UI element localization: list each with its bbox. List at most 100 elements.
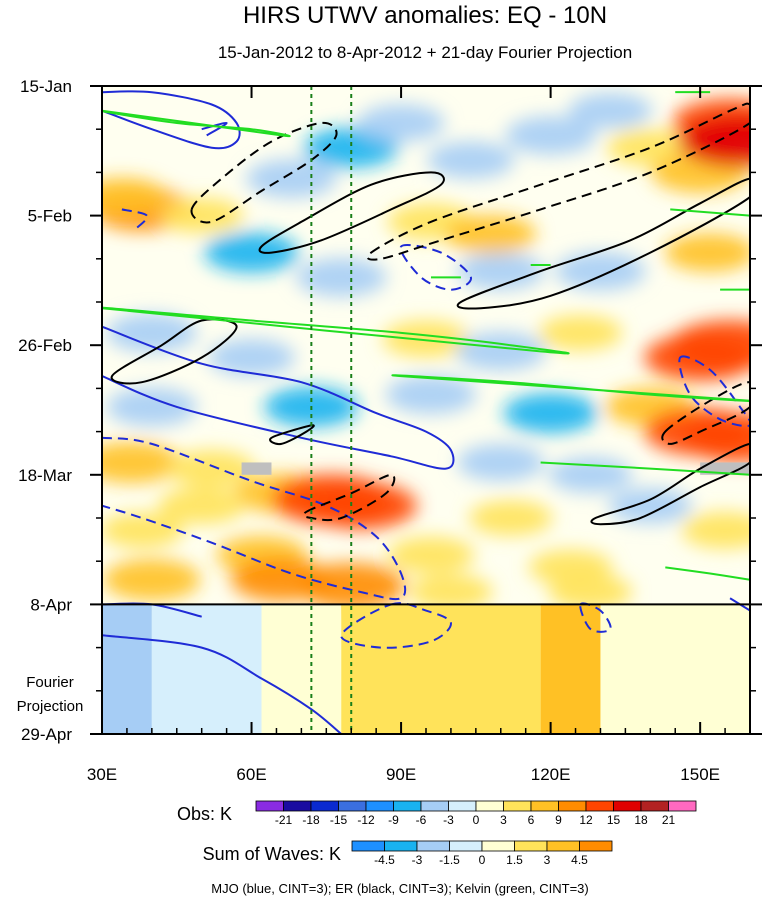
- obs-colorbar-box-9: [503, 800, 532, 812]
- anomaly-blob-53: [548, 574, 633, 610]
- anomaly-field: [102, 92, 750, 610]
- mjo-contour-7: [678, 355, 750, 428]
- mjo-contour-0: [102, 90, 241, 150]
- fourier-projection-field: [102, 604, 750, 734]
- er-contour-12: [190, 121, 338, 224]
- projection-band-4: [540, 604, 601, 734]
- kelvin-contour-26: [665, 566, 750, 581]
- obs-colorbar-box-3: [338, 800, 367, 812]
- waves-colorbar-label-5: 3: [544, 853, 551, 867]
- er-contour-13: [258, 171, 445, 254]
- obs-colorbar-box-8: [475, 800, 504, 812]
- er-contour-16: [110, 318, 238, 385]
- projection-label-line2: Projection: [17, 698, 84, 715]
- x-tick-label-1: 60E: [236, 765, 266, 784]
- obs-colorbar-box-5: [393, 800, 422, 812]
- anomaly-blob-45: [102, 512, 184, 549]
- anomaly-blob-14: [295, 258, 387, 297]
- obs-colorbar-label-0: -21: [275, 813, 293, 827]
- mjo-contour-5: [399, 243, 472, 291]
- anomaly-blob-6: [427, 141, 515, 179]
- er-contour-17: [269, 424, 315, 446]
- obs-colorbar-box-4: [365, 800, 394, 812]
- waves-colorbar-box-2: [416, 840, 450, 852]
- anomaly-blob-47: [387, 536, 475, 574]
- anomaly-blob-20: [106, 313, 198, 353]
- mjo-contour-6: [579, 602, 612, 633]
- chart-title: HIRS UTWV anomalies: EQ - 10N: [243, 2, 607, 29]
- y-axis: 15-Jan 5-Feb 26-Feb 18-Mar 8-Apr 29-Apr: [18, 77, 762, 744]
- x-tick-label-3: 120E: [531, 765, 571, 784]
- waves-colorbar-box-6: [546, 840, 580, 852]
- anomaly-blob-22: [382, 320, 470, 358]
- obs-colorbar-box-15: [668, 800, 697, 812]
- obs-colorbar-label-12: 15: [607, 813, 621, 827]
- reference-lines: [310, 86, 353, 734]
- kelvin-contour-23: [391, 374, 750, 403]
- waves-colorbar-box-1: [384, 840, 418, 852]
- waves-colorbar-label: Sum of Waves: K: [203, 844, 341, 864]
- er-contour-19: [661, 381, 750, 445]
- y-tick-label-5: 29-Apr: [21, 725, 72, 744]
- anomaly-blob-49: [102, 558, 201, 601]
- obs-colorbar-label-4: -9: [388, 813, 399, 827]
- kelvin-contour-22: [102, 306, 570, 355]
- obs-colorbar-box-12: [585, 800, 614, 812]
- wave-contours: [102, 90, 750, 734]
- y-tick-label-1: 5-Feb: [28, 207, 72, 226]
- obs-colorbar-label-6: -3: [443, 813, 454, 827]
- waves-colorbar-box-5: [514, 840, 548, 852]
- projection-band-5: [600, 604, 750, 734]
- mjo-contour-1: [201, 121, 228, 137]
- anomaly-blob-43: [608, 487, 693, 524]
- anomaly-blob-41: [158, 487, 246, 525]
- obs-colorbar-label-5: -6: [416, 813, 427, 827]
- plot-area: [102, 86, 750, 734]
- waves-colorbar: -4.5 -3 -1.5 0 1.5 3 4.5: [351, 840, 613, 867]
- mjo-contour-4: [340, 602, 452, 649]
- anomaly-blob-29: [385, 375, 477, 414]
- mjo-contour-8: [121, 208, 149, 229]
- kelvin-contour-25: [670, 208, 750, 217]
- anomaly-blob-13: [204, 232, 299, 273]
- anomaly-blob-26: [670, 320, 750, 371]
- projection-band-3: [341, 604, 541, 734]
- chart-subtitle: 15-Jan-2012 to 8-Apr-2012 + 21-day Fouri…: [218, 43, 632, 62]
- mjo-contour-3: [102, 436, 407, 601]
- x-tick-label-2: 90E: [386, 765, 416, 784]
- anomaly-blob-40: [305, 481, 418, 530]
- anomaly-blob-15: [457, 252, 545, 290]
- waves-colorbar-box-3: [449, 840, 483, 852]
- obs-colorbar-box-10: [530, 800, 559, 812]
- obs-colorbar-label-10: 9: [555, 813, 562, 827]
- anomaly-blob-1: [102, 177, 168, 217]
- anomaly-blob-21: [207, 339, 296, 377]
- waves-colorbar-label-3: 0: [479, 853, 486, 867]
- obs-colorbar-label-1: -18: [302, 813, 320, 827]
- anomaly-blob-19: [664, 233, 750, 272]
- obs-colorbar-box-14: [640, 800, 669, 812]
- x-axis: 30E 60E 90E 120E 150E: [87, 86, 726, 784]
- projection-label-line1: Fourier: [26, 674, 74, 691]
- waves-colorbar-label-1: -3: [412, 853, 423, 867]
- obs-colorbar-box-13: [613, 800, 642, 812]
- obs-colorbar-box-2: [310, 800, 339, 812]
- kelvin-contour-21: [102, 109, 291, 138]
- anomaly-blob-35: [168, 450, 256, 488]
- waves-colorbar-label-2: -1.5: [439, 853, 460, 867]
- er-contour-14: [366, 102, 750, 261]
- y-tick-label-3: 18-Mar: [18, 466, 72, 485]
- anomaly-blob-18: [555, 251, 646, 291]
- obs-colorbar-box-7: [448, 800, 477, 812]
- anomaly-blob-12: [678, 115, 750, 168]
- obs-colorbar-label-8: 3: [500, 813, 507, 827]
- mjo-contour-2: [102, 325, 455, 470]
- obs-colorbar-box-6: [420, 800, 449, 812]
- kelvin-contour-24: [540, 461, 750, 476]
- anomaly-blob-5: [357, 104, 445, 142]
- waves-colorbar-box-7: [579, 840, 613, 852]
- waves-colorbar-label-4: 1.5: [506, 853, 523, 867]
- anomaly-blob-7: [505, 116, 596, 155]
- waves-colorbar-box-0: [351, 840, 385, 852]
